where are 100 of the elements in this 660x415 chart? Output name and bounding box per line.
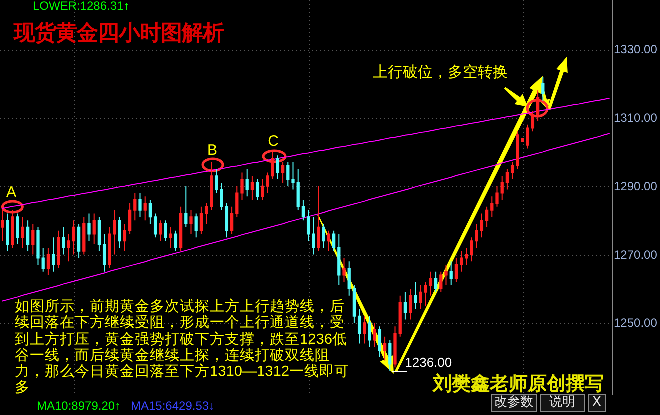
candlestick xyxy=(327,230,331,252)
candlestick xyxy=(154,213,158,238)
candlestick xyxy=(204,202,208,224)
candlestick xyxy=(169,226,172,248)
candlestick xyxy=(378,326,382,358)
candlestick xyxy=(26,220,30,252)
candlestick xyxy=(510,162,514,180)
candlestick xyxy=(102,234,106,272)
candlestick xyxy=(516,131,520,170)
candlestick xyxy=(190,210,193,235)
candlestick xyxy=(62,226,66,256)
annotation: B xyxy=(207,142,218,159)
candlestick xyxy=(332,230,336,252)
candlestick xyxy=(398,295,402,338)
candlestick xyxy=(67,234,70,262)
candlestick xyxy=(338,234,341,286)
candlestick xyxy=(419,285,422,310)
annotation: 1236.00 xyxy=(405,354,452,370)
candlestick xyxy=(434,271,438,293)
candlestick xyxy=(465,247,468,266)
candlestick xyxy=(286,162,290,187)
candlestick xyxy=(312,216,316,256)
candlestick xyxy=(16,213,20,246)
candlestick xyxy=(21,216,25,248)
candlestick xyxy=(72,220,76,256)
candlestick xyxy=(281,162,285,184)
candlestick xyxy=(225,202,229,238)
candlestick xyxy=(179,206,183,252)
candlestick xyxy=(128,202,132,235)
candlestick xyxy=(480,213,484,238)
candlestick xyxy=(342,258,346,283)
candlestick xyxy=(6,213,10,252)
candlestick xyxy=(256,179,260,201)
candlestick xyxy=(77,224,81,259)
candlestick xyxy=(240,172,244,201)
candlestick xyxy=(271,152,274,180)
candlestick xyxy=(440,271,443,293)
annotation: 改参数 xyxy=(491,394,537,412)
candlestick xyxy=(536,90,540,122)
candlestick xyxy=(317,186,320,252)
candlestick xyxy=(108,226,112,269)
candlestick xyxy=(11,210,14,248)
candlestick xyxy=(454,258,458,283)
candlestick xyxy=(57,230,60,269)
candlestick xyxy=(184,186,188,228)
candlestick xyxy=(444,264,448,286)
annotation: 刘樊鑫老师原创撰写 xyxy=(433,374,604,394)
candlestick xyxy=(358,309,362,344)
candlestick xyxy=(88,213,91,242)
candlestick xyxy=(404,292,408,320)
y-tick-label: 1290.00 xyxy=(614,179,658,194)
candlestick xyxy=(46,247,50,276)
candlestick xyxy=(230,206,234,235)
candlestick xyxy=(276,155,280,180)
candlestick xyxy=(0,210,4,242)
candlestick xyxy=(531,110,535,132)
candlestick xyxy=(450,261,453,286)
annotation: C xyxy=(268,132,279,150)
candlestick xyxy=(322,224,326,248)
candlestick xyxy=(123,224,127,252)
candlestick xyxy=(490,196,494,218)
candlestick xyxy=(429,271,433,296)
annotation: 如图所示，前期黄金多次试探上方上行趋势线，后续回落在下方继续受阻，形成一个上行通道线，受到上方打压，黄金强势打破下方支撑，跌至1236低谷一线，而后续黄金继续上探，连续打破双线阻力，那么今日黄金回落至下方1310—1312一线即可多 xyxy=(15,299,351,397)
candlestick xyxy=(292,162,295,190)
candlestick xyxy=(200,206,204,235)
candlestick xyxy=(215,168,218,194)
candlestick xyxy=(92,213,96,246)
y-tick-label: 1270.00 xyxy=(614,248,658,262)
candlestick xyxy=(82,216,86,256)
candlestick xyxy=(32,224,35,256)
candlestick xyxy=(475,224,478,248)
candlestick xyxy=(383,336,387,362)
annotation: A xyxy=(6,184,17,201)
candlestick xyxy=(521,138,524,142)
candlestick xyxy=(36,226,40,266)
candlestick xyxy=(144,196,147,222)
candlestick xyxy=(148,200,152,224)
candlestick xyxy=(394,326,397,368)
annotation: 说明 xyxy=(540,394,585,412)
annotation: 上行破位，多空转换 xyxy=(373,62,508,80)
candlestick xyxy=(388,340,392,372)
y-tick-label: 1250.00 xyxy=(614,316,658,330)
candlestick xyxy=(485,206,489,228)
candlestick xyxy=(542,76,545,102)
candlestick xyxy=(368,316,372,348)
candlestick xyxy=(174,230,178,252)
candlestick xyxy=(250,176,254,201)
candlestick xyxy=(373,322,376,348)
candlestick xyxy=(42,247,45,272)
candlestick xyxy=(506,168,510,190)
candlestick xyxy=(118,216,122,248)
candlestick xyxy=(526,124,530,150)
candlestick xyxy=(414,282,418,310)
candlestick xyxy=(164,220,168,242)
candlestick xyxy=(246,168,249,198)
candlestick xyxy=(363,316,366,344)
text: MA10:8979.20↑ xyxy=(37,399,122,413)
annotation: LOWER:1286.31↑ xyxy=(33,0,130,13)
candlestick xyxy=(261,179,264,201)
candlestick xyxy=(302,200,306,222)
